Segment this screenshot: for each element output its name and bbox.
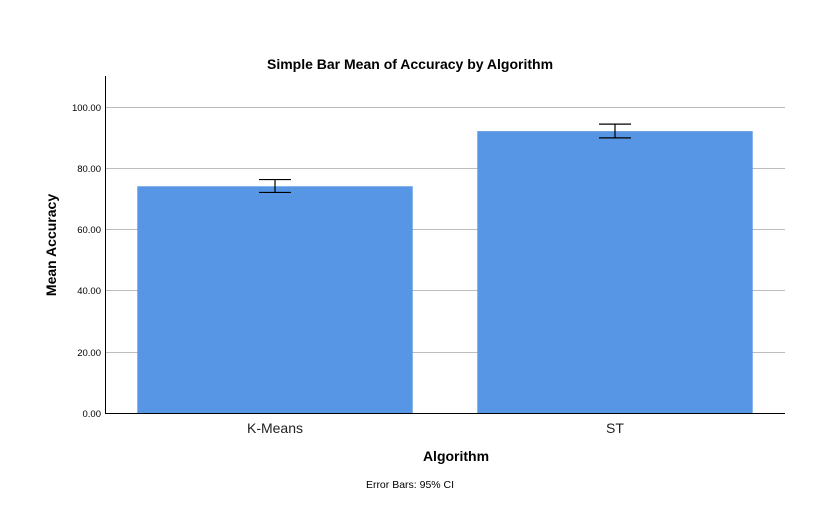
y-axis-label: Mean Accuracy — [43, 194, 59, 296]
y-tick-label: 0.00 — [83, 409, 102, 420]
y-tick-label: 40.00 — [77, 286, 101, 297]
x-tick-label: K-Means — [247, 420, 303, 436]
error-bars-footnote: Error Bars: 95% CI — [366, 479, 454, 491]
y-tick-labels: 0.00 20.00 40.00 60.00 80.00 100.00 — [72, 103, 101, 420]
chart-title: Simple Bar Mean of Accuracy by Algorithm — [267, 56, 553, 72]
bar — [137, 186, 413, 413]
bars — [137, 131, 753, 414]
bar — [477, 131, 753, 414]
x-tick-label: ST — [606, 420, 624, 436]
x-axis-label: Algorithm — [423, 448, 489, 464]
y-tick-label: 100.00 — [72, 103, 101, 114]
y-tick-label: 80.00 — [77, 164, 101, 175]
x-tick-labels: K-Means ST — [247, 420, 624, 436]
y-tick-label: 20.00 — [77, 348, 101, 359]
error-bars — [259, 123, 631, 194]
y-tick-label: 60.00 — [77, 225, 101, 236]
axes — [105, 76, 785, 414]
